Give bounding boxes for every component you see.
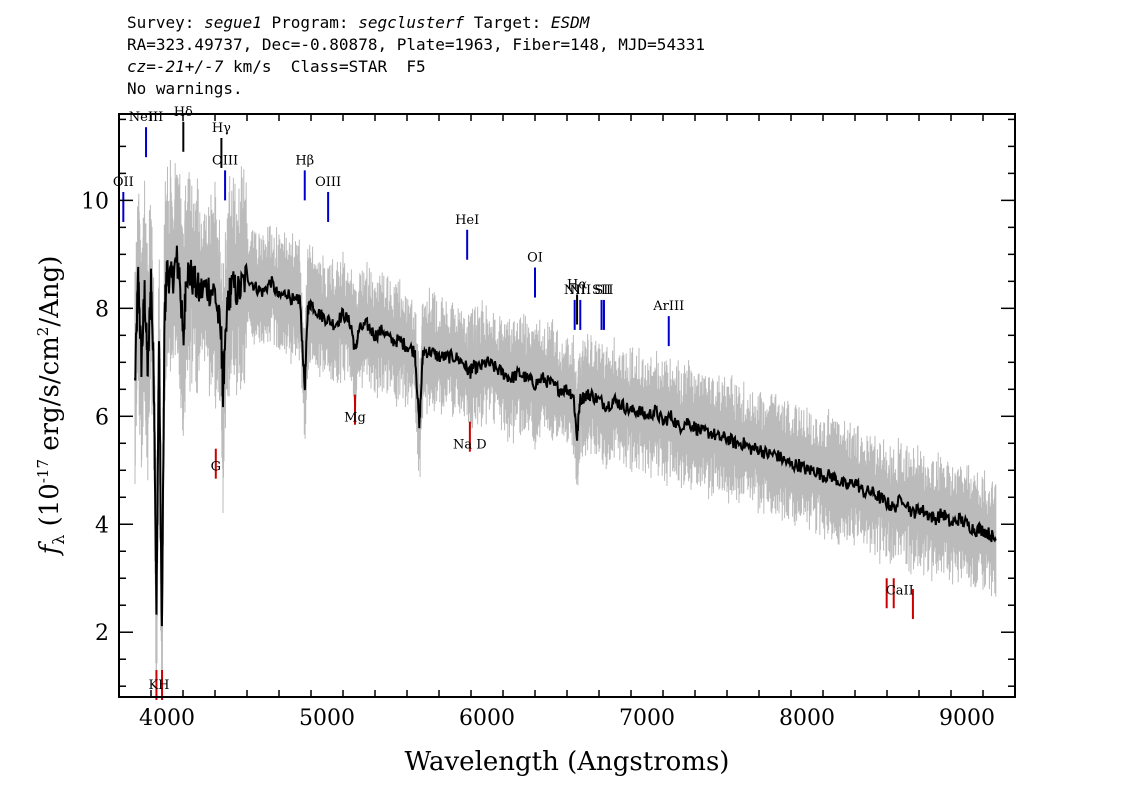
program-name: segclusterf	[358, 13, 465, 32]
y-tick-label: 8	[95, 297, 109, 322]
absorption-label-CaII: CaII	[886, 583, 914, 598]
x-tick-label: 5000	[299, 706, 355, 731]
y-tick-label: 4	[95, 513, 109, 538]
emission-line-label-7: HeI	[455, 213, 479, 228]
absorption-label-G: G	[211, 459, 221, 474]
flux-noise-band	[134, 159, 997, 689]
emission-line-label-10: Hα	[567, 278, 587, 293]
header-line-survey: Survey: segue1 Program: segclusterf Targ…	[127, 12, 705, 34]
survey-prefix: Survey:	[127, 13, 205, 32]
target-name: ESDM	[550, 13, 590, 32]
x-tick-label: 7000	[619, 706, 675, 731]
emission-line-label-12: SII	[592, 283, 611, 298]
cz-label: cz=	[127, 57, 156, 76]
emission-line-label-3: Hγ	[212, 121, 231, 136]
x-tick-label: 6000	[459, 706, 515, 731]
emission-line-label-1: NeIII	[129, 110, 163, 125]
emission-line-label-14: ArIII	[652, 299, 684, 314]
spectrum-header: Survey: segue1 Program: segclusterf Targ…	[127, 12, 705, 100]
x-axis-title: Wavelength (Angstroms)	[405, 747, 730, 777]
axis-ticks: 4000 5000 6000 7000 8000 9000 2 4 6 8 10	[81, 114, 1016, 731]
y-tick-label: 6	[95, 405, 109, 430]
flux-noise-path	[134, 159, 997, 689]
y-tick-label: 10	[81, 189, 109, 214]
flux-line	[134, 245, 997, 627]
x-tick-label: 8000	[779, 706, 835, 731]
absorption-label-KH: KH	[148, 678, 169, 693]
emission-line-label-0: OII	[113, 175, 134, 190]
y-tick-label: 2	[95, 621, 109, 646]
emission-line-label-9: NII	[564, 283, 586, 298]
program-prefix: Program:	[261, 13, 359, 32]
emission-line-label-13: SII	[594, 283, 613, 298]
cz-value: -21+/-7	[155, 57, 224, 76]
flux-series	[134, 245, 997, 627]
emission-line-label-4: OIII	[212, 153, 238, 168]
emission-line-label-8: OI	[527, 251, 543, 266]
absorption-label-NaD: Na D	[453, 438, 487, 453]
header-line-warnings: No warnings.	[127, 79, 243, 98]
emission-line-label-2: Hδ	[174, 105, 193, 120]
header-line-coordinates: RA=323.49737, Dec=-0.80878, Plate=1963, …	[127, 35, 705, 54]
emission-line-label-5: Hβ	[295, 153, 314, 168]
target-prefix: Target:	[464, 13, 551, 32]
y-axis-title: fλ (10-17 erg/s/cm2/Ang)	[34, 256, 68, 557]
survey-name: segue1	[204, 13, 262, 32]
emission-line-label-11: NII	[569, 283, 591, 298]
x-tick-label: 9000	[939, 706, 995, 731]
emission-line-label-6: OIII	[315, 175, 341, 190]
x-tick-label: 4000	[139, 706, 195, 731]
class-info: km/s Class=STAR F5	[223, 57, 426, 76]
absorption-label-Mg: Mg	[344, 411, 366, 426]
header-line-redshift: cz=-21+/-7 km/s Class=STAR F5	[127, 56, 705, 78]
